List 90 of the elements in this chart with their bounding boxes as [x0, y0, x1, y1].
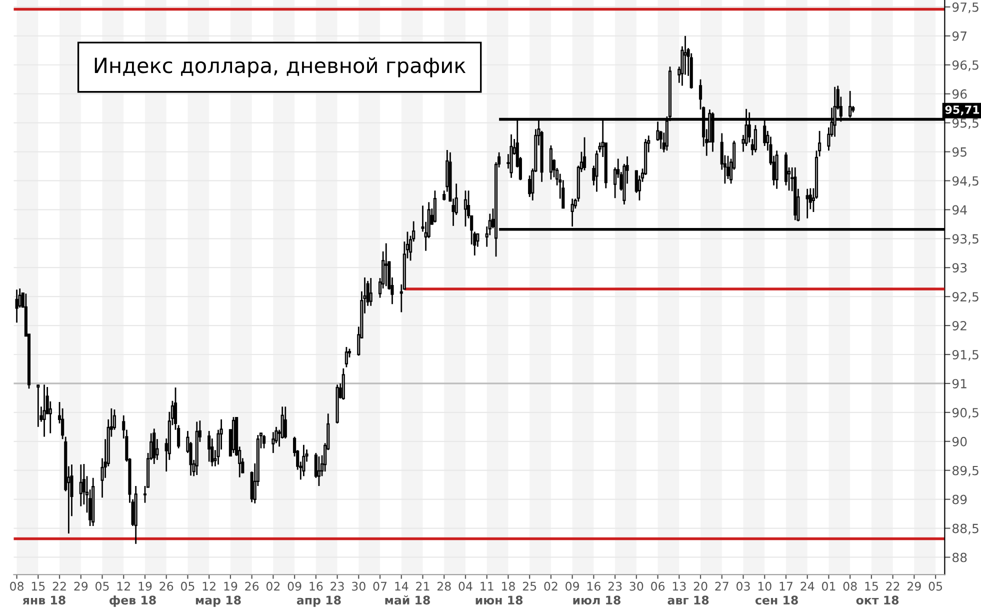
y-tick-label: 91 — [952, 378, 966, 388]
x-tick-label: 23 — [608, 582, 622, 591]
x-tick-label: 08 — [10, 582, 24, 591]
x-tick-label: 10 — [758, 582, 772, 591]
y-tick-label: 97 — [952, 31, 966, 41]
x-tick-label: 21 — [416, 582, 430, 591]
candlestick — [342, 368, 345, 400]
x-tick-label: 13 — [672, 582, 686, 591]
annotation: 95,71 — [945, 105, 980, 116]
x2-tick-label: апр 18 — [296, 596, 341, 607]
candlestick — [262, 434, 266, 450]
y-tick-label: 88 — [952, 552, 967, 562]
x2-tick-label: янв 18 — [22, 596, 66, 605]
x-tick-label: 20 — [694, 582, 708, 591]
x-tick-label: 02 — [544, 582, 558, 591]
candlestick — [369, 277, 372, 307]
x-tick-label: 19 — [138, 582, 152, 591]
x-tick-label: 01 — [822, 582, 836, 591]
x-tick-label: 25 — [522, 582, 536, 591]
x-tick-label: 23 — [330, 582, 344, 591]
candlestick — [208, 430, 211, 462]
x2-tick-label: мар 18 — [196, 596, 241, 607]
x-tick-label: 05 — [928, 582, 942, 591]
candlestick — [582, 136, 586, 171]
x-tick-label: 26 — [245, 582, 259, 591]
y-tick-label: 92,5 — [952, 292, 978, 303]
x-tick-label: 19 — [224, 582, 238, 591]
x-tick-label: 16 — [587, 582, 600, 591]
y-tick-label: 93 — [952, 263, 967, 273]
x-tick-label: 12 — [202, 582, 216, 591]
x-tick-label: 15 — [865, 582, 878, 591]
y-tick-label: 95,5 — [952, 118, 978, 130]
candlestick — [344, 346, 348, 368]
y-tick-label: 94 — [952, 205, 967, 215]
x-tick-label: 06 — [651, 582, 665, 591]
candlestick — [433, 190, 436, 224]
x-tick-label: 15 — [32, 582, 45, 591]
x-tick-label: 26 — [160, 582, 174, 591]
candlestick — [384, 242, 388, 287]
x-tick-label: 09 — [566, 582, 579, 591]
x-tick-label: 30 — [630, 582, 644, 591]
y-tick-label: 89 — [952, 494, 967, 504]
y-tick-label: 90,5 — [952, 408, 978, 419]
y-tick-label: 91,5 — [952, 350, 978, 361]
candlestick — [726, 155, 730, 180]
x-tick-label: 29 — [74, 582, 88, 591]
candlestick — [473, 231, 476, 256]
y-tick-label: 88,5 — [952, 524, 978, 534]
x2-tick-label: авг 18 — [668, 596, 709, 605]
y-tick-label: 97,5 — [952, 2, 978, 14]
x-tick-label: 28 — [437, 582, 451, 591]
y-tick-label: 95 — [952, 147, 966, 157]
x2-tick-label: май 18 — [385, 595, 430, 605]
candlestick — [302, 444, 306, 477]
x2-tick-label: июн 18 — [476, 596, 523, 605]
x-tick-label: 18 — [502, 582, 515, 591]
x2-tick-label: окт 18 — [856, 596, 899, 605]
x2-tick-label: июл 18 — [573, 596, 620, 605]
x-tick-label: 05 — [96, 582, 109, 591]
x-tick-label: 02 — [266, 582, 280, 591]
text: Индекс доллара, дневной график — [94, 57, 466, 78]
x-tick-label: 16 — [310, 582, 323, 591]
x-tick-label: 04 — [458, 582, 472, 591]
x-tick-label: 03 — [736, 582, 750, 591]
x-tick-label: 09 — [288, 582, 302, 591]
x-tick-label: 29 — [908, 582, 921, 591]
y-tick-label: 94,5 — [952, 176, 978, 187]
x-tick-label: 22 — [52, 582, 66, 591]
x-tick-label: 24 — [800, 582, 814, 591]
y-tick-label: 90 — [952, 436, 967, 446]
x-tick-label: 05 — [180, 582, 194, 591]
candlestick — [284, 406, 287, 440]
candlestick — [806, 188, 809, 220]
x-tick-label: 17 — [780, 582, 792, 591]
candlestick — [754, 124, 757, 154]
y-tick-label: 89,5 — [952, 466, 978, 477]
y-tick-label: 93,5 — [952, 234, 978, 245]
x-tick-label: 11 — [480, 582, 494, 591]
x-tick-label: 12 — [117, 582, 130, 591]
y-tick-label: 96,5 — [952, 60, 978, 72]
x-tick-label: 30 — [352, 582, 366, 591]
y-tick-label: 92 — [952, 321, 966, 330]
x-tick-label: 08 — [843, 582, 857, 591]
x-tick-label: 14 — [395, 582, 408, 591]
x-tick-label: 22 — [886, 582, 900, 591]
x-tick-label: 07 — [373, 582, 387, 591]
x-tick-label: 27 — [715, 582, 728, 591]
y-tick-label: 96 — [952, 89, 967, 99]
x2-tick-label: фев 18 — [110, 595, 156, 607]
x2-tick-label: сен 18 — [755, 596, 798, 605]
